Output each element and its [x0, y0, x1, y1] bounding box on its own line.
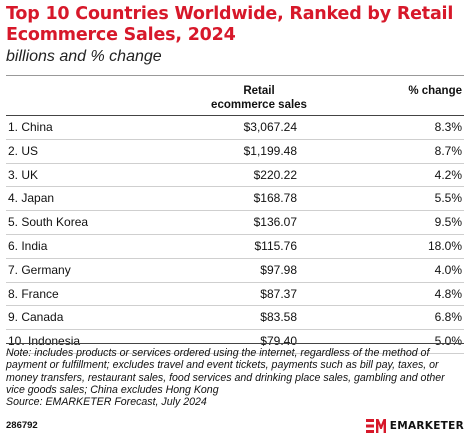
- table-row: 3. UK $220.22 4.2%: [6, 164, 464, 188]
- pct-change-cell: 5.5%: [434, 191, 462, 206]
- sales-cell: $136.07: [253, 215, 297, 230]
- table-row: 1. China $3,067.24 8.3%: [6, 116, 464, 140]
- table-row: 8. France $87.37 4.8%: [6, 283, 464, 307]
- footnote: Note: includes products or services orde…: [6, 347, 464, 408]
- note-text: Note: includes products or services orde…: [6, 347, 445, 396]
- pct-change-cell: 8.7%: [434, 143, 462, 158]
- column-header-sales-line2: ecommerce sales: [211, 99, 307, 111]
- chart-title: Top 10 Countries Worldwide, Ranked by Re…: [6, 4, 454, 45]
- top-divider: [6, 75, 464, 76]
- pct-change-cell: 5.0%: [434, 334, 462, 349]
- sales-cell: $115.76: [254, 238, 298, 253]
- country-cell: 10. Indonesia: [8, 334, 81, 349]
- table-row: 10. Indonesia $79.40 5.0%: [6, 330, 464, 354]
- bottom-divider: [6, 343, 464, 344]
- country-cell: 3. UK: [8, 167, 39, 182]
- sales-cell: $79.40: [260, 334, 297, 349]
- chart-id: 286792: [6, 420, 38, 431]
- table-row: 6. India $115.76 18.0%: [6, 235, 464, 259]
- column-header-sales-line1: Retail: [243, 85, 275, 97]
- sales-cell: $220.22: [253, 167, 297, 182]
- country-cell: 8. France: [8, 286, 59, 301]
- pct-change-cell: 18.0%: [427, 238, 462, 253]
- sales-cell: $97.98: [260, 262, 297, 277]
- data-table: 1. China $3,067.24 8.3% 2. US $1,199.48 8.7% 3…: [6, 116, 464, 354]
- source-text: Source: EMARKETER Forecast, July 2024: [6, 396, 207, 409]
- sales-cell: $1,199.48: [243, 143, 297, 158]
- country-cell: 1. China: [8, 120, 53, 134]
- sales-cell: $83.58: [260, 310, 297, 325]
- country-cell: 2. US: [8, 143, 39, 158]
- emarketer-logo: EMARKETER: [365, 417, 464, 435]
- pct-change-cell: 4.2%: [434, 167, 462, 182]
- table-row: 7. Germany $97.98 4.0%: [6, 259, 464, 283]
- pct-change-cell: 8.3%: [434, 120, 462, 134]
- sales-cell: $3,067.24: [243, 120, 297, 134]
- table-row: 9. Canada $83.58 6.8%: [6, 306, 464, 331]
- country-cell: 4. Japan: [8, 191, 55, 206]
- logo-wordmark: EMARKETER: [389, 420, 464, 432]
- sales-cell: $87.37: [260, 286, 297, 301]
- country-cell: 7. Germany: [8, 262, 71, 277]
- chart-subtitle: billions and % change: [6, 48, 162, 65]
- table-row: 2. US $1,199.48 8.7%: [6, 140, 464, 164]
- pct-change-cell: 4.0%: [434, 262, 462, 277]
- table-row: 5. South Korea $136.07 9.5%: [6, 211, 464, 235]
- country-cell: 5. South Korea: [8, 215, 89, 230]
- header-divider: [6, 115, 464, 116]
- column-header-sales: Retail ecommerce sales: [200, 84, 318, 112]
- pct-change-cell: 9.5%: [434, 215, 462, 230]
- table-row: 4. Japan $168.78 5.5%: [6, 187, 464, 212]
- pct-change-cell: 6.8%: [434, 310, 462, 325]
- sales-cell: $168.78: [253, 191, 297, 206]
- country-cell: 9. Canada: [8, 310, 64, 325]
- column-header-pct-change: % change: [408, 85, 462, 97]
- country-cell: 6. India: [8, 238, 48, 253]
- pct-change-cell: 4.8%: [434, 286, 462, 301]
- em-logo-icon: [365, 419, 386, 433]
